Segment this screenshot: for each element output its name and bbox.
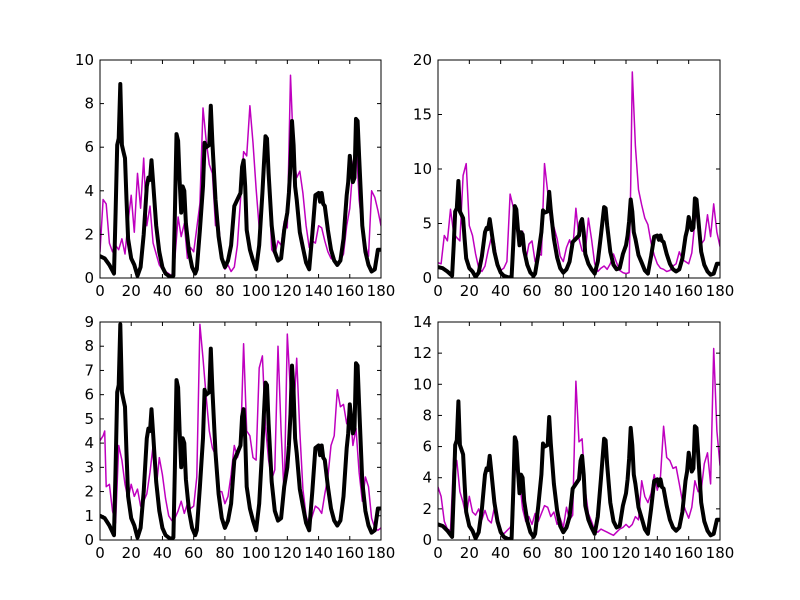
plot-area — [100, 74, 381, 278]
subplot-4: 0 20 40 60 80 100 120 140 160 180 0 2 4 6 8 10 12 14 — [413, 313, 734, 562]
series-line-2 — [100, 82, 381, 278]
x-tick-label: 20 — [122, 544, 141, 562]
x-tick-label: 100 — [242, 282, 271, 300]
y-tick-label: 9 — [84, 313, 94, 331]
y-tick-label: 10 — [75, 51, 94, 69]
y-tick-label: 14 — [413, 313, 432, 331]
y-tick-label: 10 — [413, 160, 432, 178]
plot-area — [100, 322, 381, 540]
y-tick-label: 1 — [84, 507, 94, 525]
x-tick-label: 0 — [433, 282, 443, 300]
subplot-1: 0 20 40 60 80 100 120 140 160 180 0 2 4 6 8 10 — [75, 51, 395, 300]
x-tick-label: 60 — [184, 544, 203, 562]
x-tick-label: 60 — [522, 544, 541, 562]
series-line-2 — [438, 179, 720, 278]
y-tick-label: 0 — [422, 269, 432, 287]
y-tick-label: 5 — [422, 215, 432, 233]
x-tick-label: 0 — [95, 544, 105, 562]
x-tick-label: 60 — [522, 282, 541, 300]
y-tick-label: 8 — [422, 406, 432, 424]
x-tick-label: 0 — [95, 282, 105, 300]
x-tick-label: 60 — [184, 282, 203, 300]
y-tick-label: 12 — [413, 344, 432, 362]
x-tick-label: 20 — [460, 282, 479, 300]
x-tick-label: 140 — [643, 282, 672, 300]
plot-area — [438, 347, 720, 540]
y-tick-label: 8 — [84, 95, 94, 113]
y-tick-label: 4 — [84, 182, 94, 200]
axes-frame — [99, 321, 382, 541]
x-tick-label: 140 — [304, 544, 333, 562]
y-tick-label: 10 — [413, 375, 432, 393]
x-tick-label: 40 — [491, 544, 510, 562]
x-tick-label: 160 — [335, 544, 364, 562]
x-tick-label: 0 — [433, 544, 443, 562]
y-tick-label: 5 — [84, 410, 94, 428]
x-tick-label: 80 — [215, 544, 234, 562]
x-tick-label: 160 — [335, 282, 364, 300]
y-tick-label: 0 — [84, 531, 94, 549]
x-tick-label: 120 — [612, 282, 641, 300]
x-tick-label: 80 — [554, 282, 573, 300]
axes-frame — [99, 59, 382, 279]
x-tick-label: 80 — [215, 282, 234, 300]
x-tick-label: 100 — [580, 282, 609, 300]
x-tick-label: 80 — [554, 544, 573, 562]
x-tick-label: 20 — [460, 544, 479, 562]
x-tick-label: 160 — [674, 282, 703, 300]
y-tick-label: 4 — [422, 469, 432, 487]
x-tick-label: 20 — [122, 282, 141, 300]
y-tick-label: 7 — [84, 361, 94, 379]
y-tick-label: 4 — [84, 434, 94, 452]
y-tick-label: 20 — [413, 51, 432, 69]
x-tick-label: 100 — [580, 544, 609, 562]
x-tick-label: 120 — [273, 282, 302, 300]
y-tick-label: 6 — [84, 386, 94, 404]
x-tick-label: 180 — [706, 282, 735, 300]
y-tick-label: 2 — [84, 225, 94, 243]
subplot-2: 0 20 40 60 80 100 120 140 160 180 0 5 10 15 20 — [413, 51, 734, 300]
x-tick-label: 140 — [304, 282, 333, 300]
y-tick-label: 0 — [422, 531, 432, 549]
subplot-3: 0 20 40 60 80 100 120 140 160 180 0 1 2 3 4 5 6 7 8 9 — [84, 313, 395, 562]
y-tick-label: 6 — [422, 438, 432, 456]
x-tick-label: 120 — [273, 544, 302, 562]
x-tick-label: 180 — [367, 282, 396, 300]
series-line-2 — [100, 322, 381, 540]
x-tick-label: 180 — [706, 544, 735, 562]
y-tick-label: 0 — [84, 269, 94, 287]
y-tick-label: 2 — [422, 500, 432, 518]
x-tick-label: 120 — [612, 544, 641, 562]
y-tick-label: 2 — [84, 483, 94, 501]
x-tick-label: 140 — [643, 544, 672, 562]
series-line-2 — [438, 399, 720, 540]
axes-frame — [437, 321, 721, 541]
x-tick-label: 100 — [242, 544, 271, 562]
x-tick-label: 40 — [491, 282, 510, 300]
y-tick-label: 6 — [84, 138, 94, 156]
x-tick-label: 160 — [674, 544, 703, 562]
x-tick-label: 40 — [153, 282, 172, 300]
y-tick-label: 15 — [413, 106, 432, 124]
y-tick-label: 8 — [84, 337, 94, 355]
plot-area — [438, 71, 720, 278]
series-line-1 — [438, 347, 720, 537]
y-tick-label: 3 — [84, 458, 94, 476]
x-tick-label: 40 — [153, 544, 172, 562]
x-tick-label: 180 — [367, 544, 396, 562]
